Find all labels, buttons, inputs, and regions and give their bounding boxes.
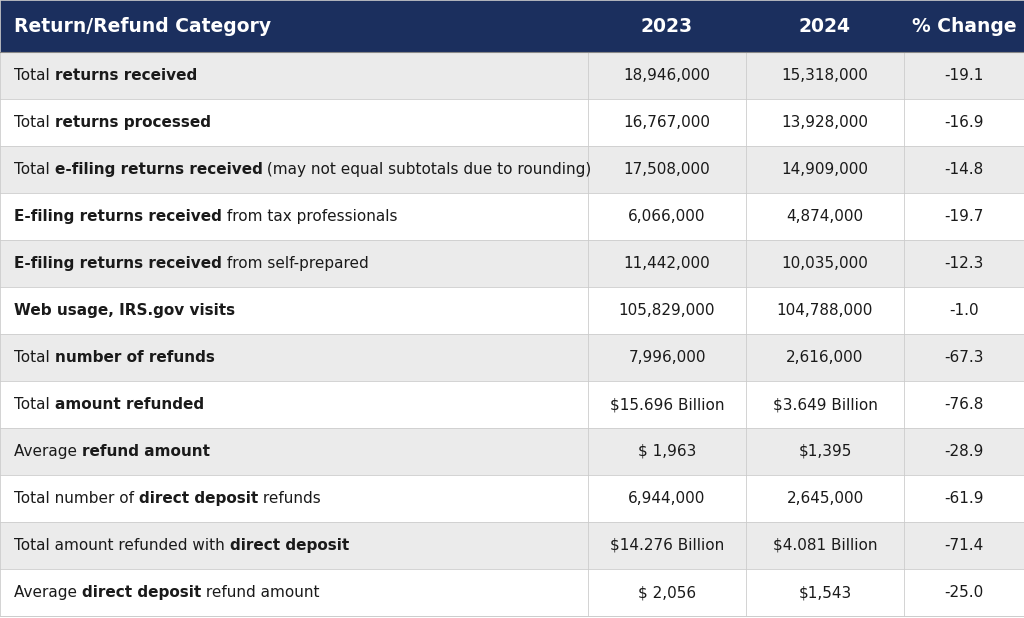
- Text: -19.1: -19.1: [944, 68, 984, 83]
- Text: number of refunds: number of refunds: [54, 350, 214, 365]
- Text: -25.0: -25.0: [944, 585, 984, 600]
- Text: $3.649 Billion: $3.649 Billion: [772, 397, 878, 412]
- Text: 2,645,000: 2,645,000: [786, 491, 863, 506]
- Text: e-filing returns received: e-filing returns received: [54, 162, 262, 177]
- Text: E-filing returns received: E-filing returns received: [14, 256, 222, 271]
- Bar: [0, 240, 1024, 287]
- Text: $15.696 Billion: $15.696 Billion: [609, 397, 724, 412]
- Text: -28.9: -28.9: [944, 444, 984, 459]
- Text: $14.276 Billion: $14.276 Billion: [610, 538, 724, 553]
- Bar: [0, 428, 1024, 475]
- Text: 6,944,000: 6,944,000: [629, 491, 706, 506]
- Text: direct deposit: direct deposit: [82, 585, 201, 600]
- Text: -12.3: -12.3: [944, 256, 984, 271]
- Text: 10,035,000: 10,035,000: [781, 256, 868, 271]
- Bar: [0, 0, 1024, 52]
- Text: returns received: returns received: [54, 68, 197, 83]
- Bar: [0, 146, 1024, 193]
- Text: 13,928,000: 13,928,000: [781, 115, 868, 130]
- Text: Web usage, IRS.gov visits: Web usage, IRS.gov visits: [14, 303, 236, 318]
- Text: 4,874,000: 4,874,000: [786, 209, 863, 224]
- Bar: [0, 475, 1024, 522]
- Text: Total: Total: [14, 115, 54, 130]
- Text: -61.9: -61.9: [944, 491, 984, 506]
- Text: from self-prepared: from self-prepared: [222, 256, 369, 271]
- Bar: [0, 569, 1024, 616]
- Text: 7,996,000: 7,996,000: [629, 350, 706, 365]
- Text: direct deposit: direct deposit: [139, 491, 258, 506]
- Text: returns processed: returns processed: [54, 115, 211, 130]
- Text: 6,066,000: 6,066,000: [629, 209, 706, 224]
- Text: Average: Average: [14, 444, 82, 459]
- Text: $ 2,056: $ 2,056: [638, 585, 696, 600]
- Text: 16,767,000: 16,767,000: [624, 115, 711, 130]
- Text: 17,508,000: 17,508,000: [624, 162, 711, 177]
- Text: Return/Refund Category: Return/Refund Category: [14, 17, 271, 35]
- Bar: [0, 99, 1024, 146]
- Text: -16.9: -16.9: [944, 115, 984, 130]
- Text: Total: Total: [14, 162, 54, 177]
- Text: 11,442,000: 11,442,000: [624, 256, 711, 271]
- Text: Total: Total: [14, 397, 54, 412]
- Text: direct deposit: direct deposit: [229, 538, 349, 553]
- Text: % Change: % Change: [911, 17, 1016, 35]
- Text: refunds: refunds: [258, 491, 321, 506]
- Bar: [0, 287, 1024, 334]
- Text: 15,318,000: 15,318,000: [781, 68, 868, 83]
- Text: -1.0: -1.0: [949, 303, 979, 318]
- Text: Average: Average: [14, 585, 82, 600]
- Bar: [0, 522, 1024, 569]
- Text: Total: Total: [14, 350, 54, 365]
- Bar: [0, 193, 1024, 240]
- Text: 18,946,000: 18,946,000: [624, 68, 711, 83]
- Text: 2024: 2024: [799, 17, 851, 35]
- Text: refund amount: refund amount: [82, 444, 210, 459]
- Text: Total amount refunded with: Total amount refunded with: [14, 538, 229, 553]
- Text: Total number of: Total number of: [14, 491, 139, 506]
- Text: from tax professionals: from tax professionals: [222, 209, 397, 224]
- Text: -76.8: -76.8: [944, 397, 984, 412]
- Text: $1,395: $1,395: [799, 444, 852, 459]
- Bar: [0, 381, 1024, 428]
- Text: -19.7: -19.7: [944, 209, 984, 224]
- Text: $4.081 Billion: $4.081 Billion: [773, 538, 878, 553]
- Text: 2,616,000: 2,616,000: [786, 350, 863, 365]
- Text: $1,543: $1,543: [799, 585, 852, 600]
- Text: 105,829,000: 105,829,000: [618, 303, 715, 318]
- Text: Total: Total: [14, 68, 54, 83]
- Text: -71.4: -71.4: [944, 538, 984, 553]
- Text: amount refunded: amount refunded: [54, 397, 204, 412]
- Text: $ 1,963: $ 1,963: [638, 444, 696, 459]
- Text: E-filing returns received: E-filing returns received: [14, 209, 222, 224]
- Text: -14.8: -14.8: [944, 162, 984, 177]
- Text: 104,788,000: 104,788,000: [777, 303, 873, 318]
- Text: 14,909,000: 14,909,000: [781, 162, 868, 177]
- Bar: [0, 52, 1024, 99]
- Text: 2023: 2023: [641, 17, 693, 35]
- Text: (may not equal subtotals due to rounding): (may not equal subtotals due to rounding…: [262, 162, 592, 177]
- Text: -67.3: -67.3: [944, 350, 984, 365]
- Text: refund amount: refund amount: [201, 585, 319, 600]
- Bar: [0, 334, 1024, 381]
